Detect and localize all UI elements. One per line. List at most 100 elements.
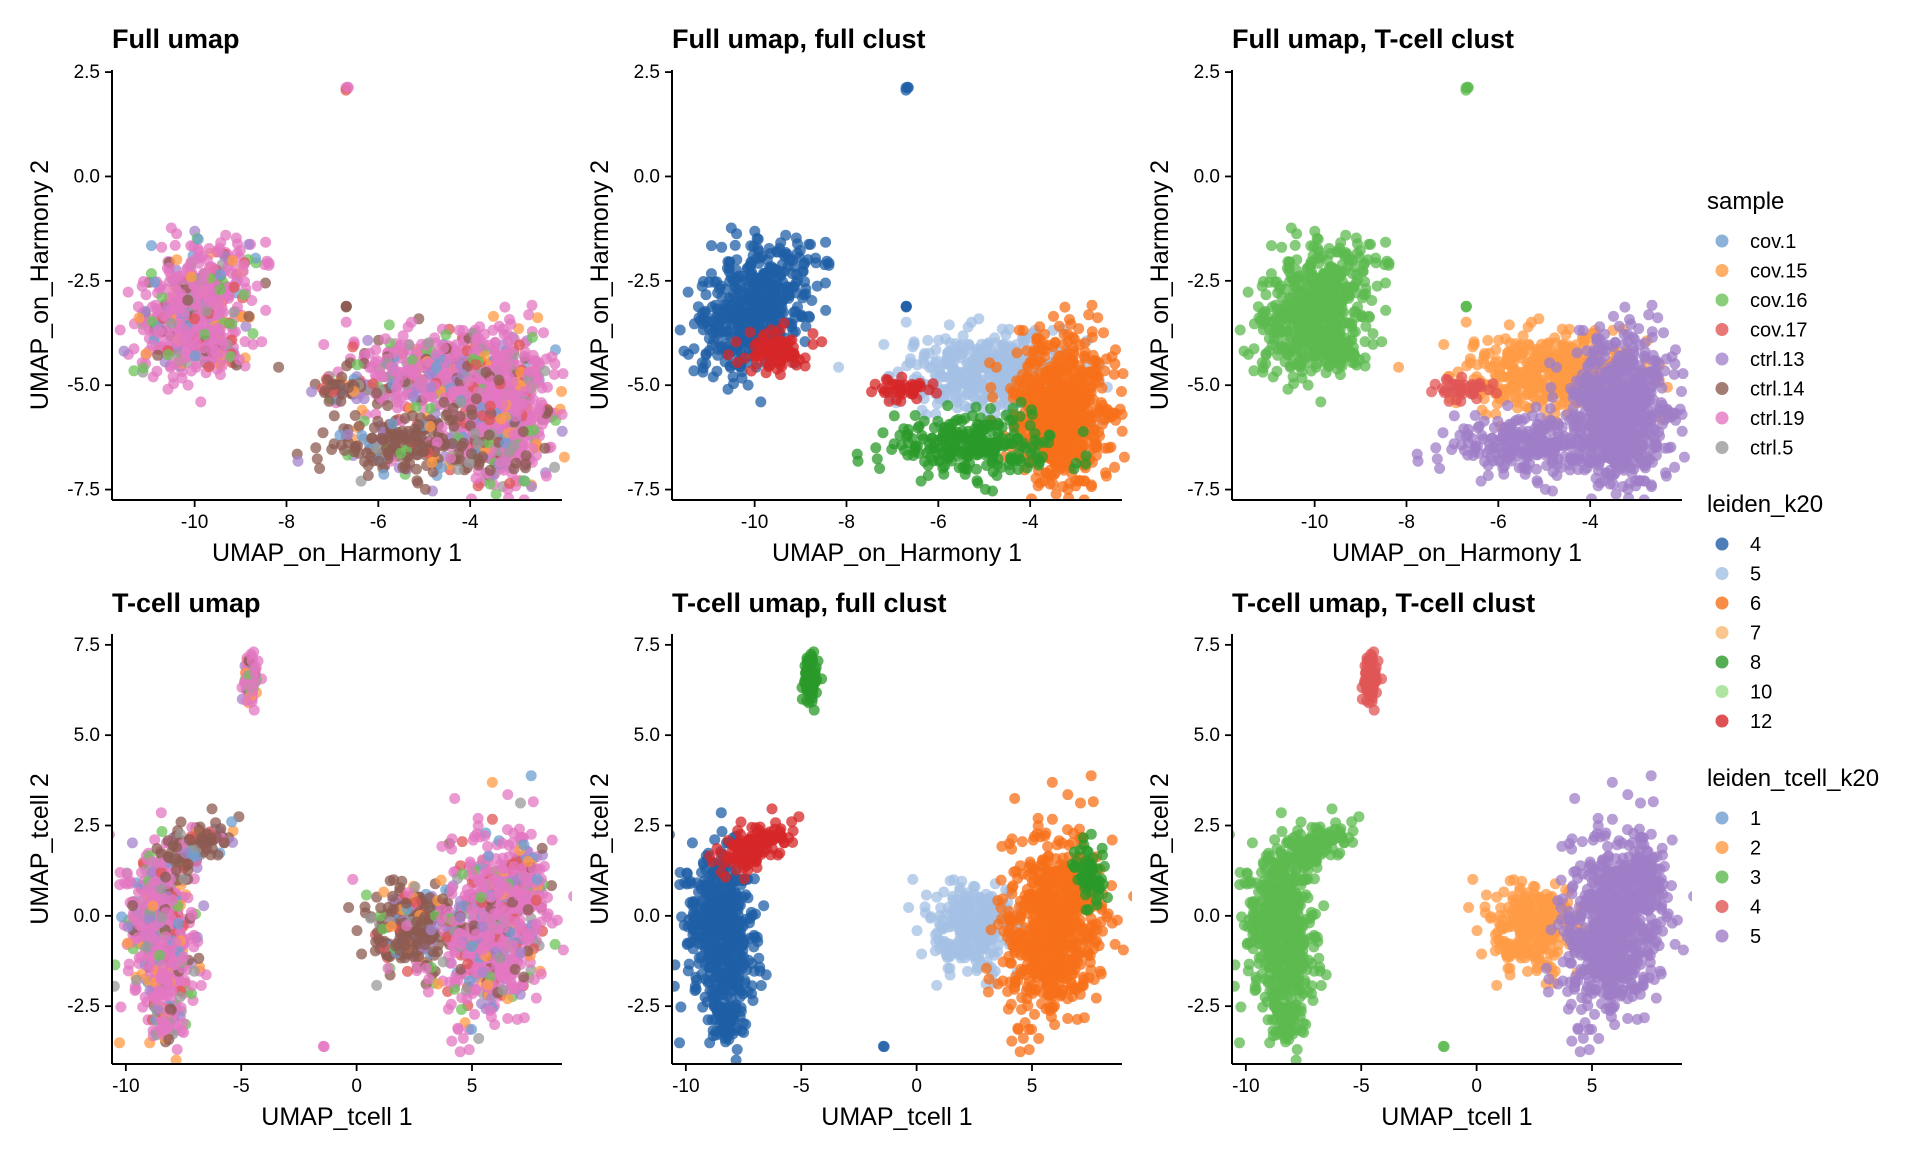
scatter-point <box>424 368 436 380</box>
scatter-point <box>238 289 250 301</box>
scatter-point <box>465 448 477 460</box>
scatter-point <box>1347 255 1359 266</box>
x-tick-label: -4 <box>1022 512 1039 533</box>
y-tick-label: 0.0 <box>74 166 100 187</box>
scatter-point <box>214 323 226 335</box>
scatter-point <box>356 430 368 441</box>
scatter-point <box>342 382 354 394</box>
scatter-point <box>774 369 786 381</box>
scatter-point <box>211 351 223 363</box>
scatter-point <box>410 401 422 413</box>
scatter-point <box>1044 478 1056 490</box>
scatter-point <box>811 280 823 292</box>
scatter-point <box>774 323 786 335</box>
scatter-point <box>1044 464 1056 476</box>
scatter-point <box>328 410 340 422</box>
scatter-point <box>398 347 409 359</box>
scatter-point <box>1029 428 1041 439</box>
scatter-point <box>153 324 164 336</box>
scatter-point <box>447 438 458 450</box>
scatter-point <box>318 339 330 350</box>
scatter-point <box>353 420 365 432</box>
scatter-point <box>469 428 481 439</box>
scatter-point <box>745 271 757 283</box>
scatter-point <box>528 365 540 377</box>
scatter-point <box>718 310 730 322</box>
scatter-point <box>488 310 499 322</box>
scatter-point <box>1308 313 1320 325</box>
scatter-point <box>518 494 530 500</box>
scatter-point <box>1034 321 1046 333</box>
scatter-point <box>730 336 742 348</box>
scatter-point <box>909 442 921 454</box>
scatter-point <box>924 347 935 359</box>
scatter-point <box>489 390 501 402</box>
scatter-point <box>776 360 788 372</box>
scatter-point <box>1093 544 1104 555</box>
scatter-point <box>494 456 506 468</box>
scatter-point <box>1285 271 1297 283</box>
scatter-point <box>1331 351 1343 363</box>
scatter-point <box>712 349 724 361</box>
scatter-point <box>430 361 442 373</box>
scatter-point <box>902 81 914 93</box>
scatter-point <box>774 284 786 296</box>
scatter-point <box>502 347 514 359</box>
scatter-point <box>133 312 145 324</box>
scatter-point <box>314 463 326 474</box>
scatter-point <box>949 439 961 451</box>
scatter-point <box>1000 329 1012 341</box>
scatter-point <box>182 294 194 306</box>
scatter-point <box>471 333 483 345</box>
scatter-point <box>261 255 273 267</box>
scatter-point <box>871 453 883 465</box>
scatter-point <box>243 310 255 322</box>
scatter-point <box>406 354 418 366</box>
scatter-point <box>165 222 177 234</box>
scatter-point <box>498 503 509 514</box>
scatter-point <box>900 300 912 312</box>
scatter-point <box>943 319 955 331</box>
scatter-point <box>1079 386 1091 398</box>
scatter-point <box>907 341 919 353</box>
scatter-point <box>1276 291 1288 303</box>
scatter-point <box>744 326 756 338</box>
scatter-point <box>425 403 436 414</box>
scatter-point <box>931 355 943 367</box>
scatter-point <box>969 423 981 435</box>
scatter-point <box>753 245 765 257</box>
scatter-point <box>1252 301 1264 313</box>
scatter-point <box>470 359 482 371</box>
scatter-point <box>1007 386 1019 397</box>
scatter-point <box>852 455 864 467</box>
scatter-point <box>156 241 168 253</box>
scatter-point <box>534 403 546 415</box>
scatter-point <box>548 368 560 380</box>
scatter-point <box>894 429 906 441</box>
scatter-point <box>215 237 227 249</box>
scatter-point <box>1482 334 1494 346</box>
scatter-point <box>710 299 722 311</box>
scatter-point <box>1380 236 1392 248</box>
scatter-point <box>886 444 898 455</box>
scatter-point <box>921 447 933 459</box>
scatter-point <box>1022 376 1034 388</box>
scatter-point <box>1109 461 1121 473</box>
scatter-point <box>713 324 724 336</box>
scatter-point <box>1012 464 1024 475</box>
scatter-point <box>1040 366 1052 378</box>
scatter-point <box>771 246 783 258</box>
scatter-point <box>493 320 505 332</box>
scatter-point <box>1007 438 1018 450</box>
scatter-point <box>526 299 538 311</box>
scatter-point <box>902 382 914 394</box>
scatter-point <box>1096 418 1108 430</box>
scatter-point <box>745 365 757 377</box>
scatter-point <box>1302 294 1314 306</box>
scatter-point <box>228 306 240 318</box>
x-tick-label: -10 <box>741 512 768 533</box>
scatter-point <box>1080 450 1092 462</box>
scatter-point <box>556 386 567 397</box>
scatter-point <box>199 267 211 279</box>
y-tick-label: 0.0 <box>634 166 660 187</box>
